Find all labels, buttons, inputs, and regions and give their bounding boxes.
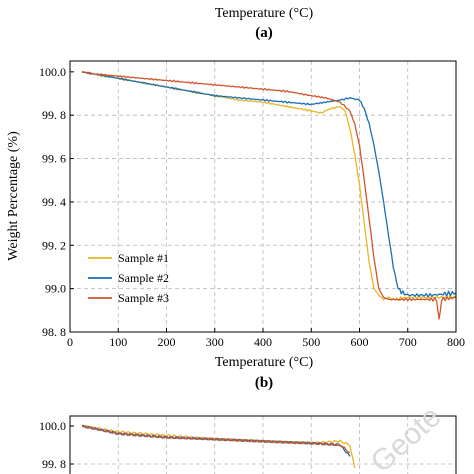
panel-c-series-line-3 bbox=[81, 425, 351, 454]
panel-b-x-tick-label: 800 bbox=[447, 335, 465, 349]
panel-b-x-tick-label: 400 bbox=[254, 335, 272, 349]
chart-panel-c: 100.0 99. 8 bbox=[39, 415, 457, 474]
watermark-text: Geote bbox=[365, 400, 448, 474]
panel-c-frame bbox=[69, 415, 457, 474]
panel-b-x-axis-title: Temperature (°C) bbox=[215, 355, 314, 370]
panel-b-y-tick-label: 98. 8 bbox=[42, 325, 66, 339]
panel-b-x-tick-label: 600 bbox=[351, 335, 369, 349]
chart-panel-b: 0 100 200 300 400 500 600 700 800 100.0 99. 8 99. … bbox=[6, 60, 465, 391]
panel-b-y-tick-labels: 100.0 99. 8 99. 6 99. 4 99. 2 99.0 98. 8 bbox=[39, 65, 66, 339]
panel-b-x-tick-label: 0 bbox=[67, 335, 73, 349]
panel-b-x-tick-label: 200 bbox=[158, 335, 176, 349]
panel-c-y-tick-label: 99. 8 bbox=[42, 457, 66, 471]
panel-b-x-tick-label: 100 bbox=[109, 335, 127, 349]
panel-b-y-tick-label: 99. 6 bbox=[42, 152, 66, 166]
panel-b-legend: Sample #1 Sample #2 Sample #3 bbox=[88, 251, 169, 305]
series-line-sample-2 bbox=[82, 71, 457, 298]
panel-b-label: (b) bbox=[255, 375, 273, 391]
legend-label-sample-1: Sample #1 bbox=[118, 251, 169, 265]
legend-label-sample-3: Sample #3 bbox=[118, 291, 169, 305]
series-line-sample-1 bbox=[81, 70, 457, 302]
panel-b-ticks bbox=[69, 71, 457, 333]
panel-b-y-tick-label: 99. 2 bbox=[42, 238, 66, 252]
panel-b-y-axis-title: Weight Percentage (%) bbox=[6, 131, 21, 261]
panel-b-y-tick-label: 100.0 bbox=[39, 65, 66, 79]
panel-b-x-tick-label: 500 bbox=[302, 335, 320, 349]
series-line-sample-3 bbox=[82, 71, 457, 320]
panel-b-y-tick-label: 99. 4 bbox=[42, 195, 66, 209]
panel-c-series-line-1 bbox=[81, 424, 356, 468]
panel-c-y-tick-labels: 100.0 99. 8 bbox=[39, 419, 66, 471]
panel-c-series bbox=[81, 424, 356, 468]
top-x-axis-title: Temperature (°C) bbox=[215, 6, 314, 21]
panel-c-series-line-2 bbox=[82, 424, 351, 457]
panel-b-x-tick-label: 300 bbox=[206, 335, 224, 349]
legend-label-sample-2: Sample #2 bbox=[118, 271, 169, 285]
panel-b-x-tick-label: 700 bbox=[399, 335, 417, 349]
panel-b-y-tick-label: 99. 8 bbox=[42, 108, 66, 122]
panel-b-grid bbox=[70, 61, 456, 332]
top-panel-label: (a) bbox=[255, 25, 273, 41]
panel-b-series bbox=[81, 70, 457, 320]
panel-c-ticks bbox=[70, 425, 74, 465]
panel-b-x-tick-labels: 0 100 200 300 400 500 600 700 800 bbox=[67, 335, 465, 349]
panel-b-y-tick-label: 99.0 bbox=[45, 282, 66, 296]
panel-c-y-tick-label: 100.0 bbox=[39, 419, 66, 433]
panel-c-grid bbox=[70, 416, 456, 474]
